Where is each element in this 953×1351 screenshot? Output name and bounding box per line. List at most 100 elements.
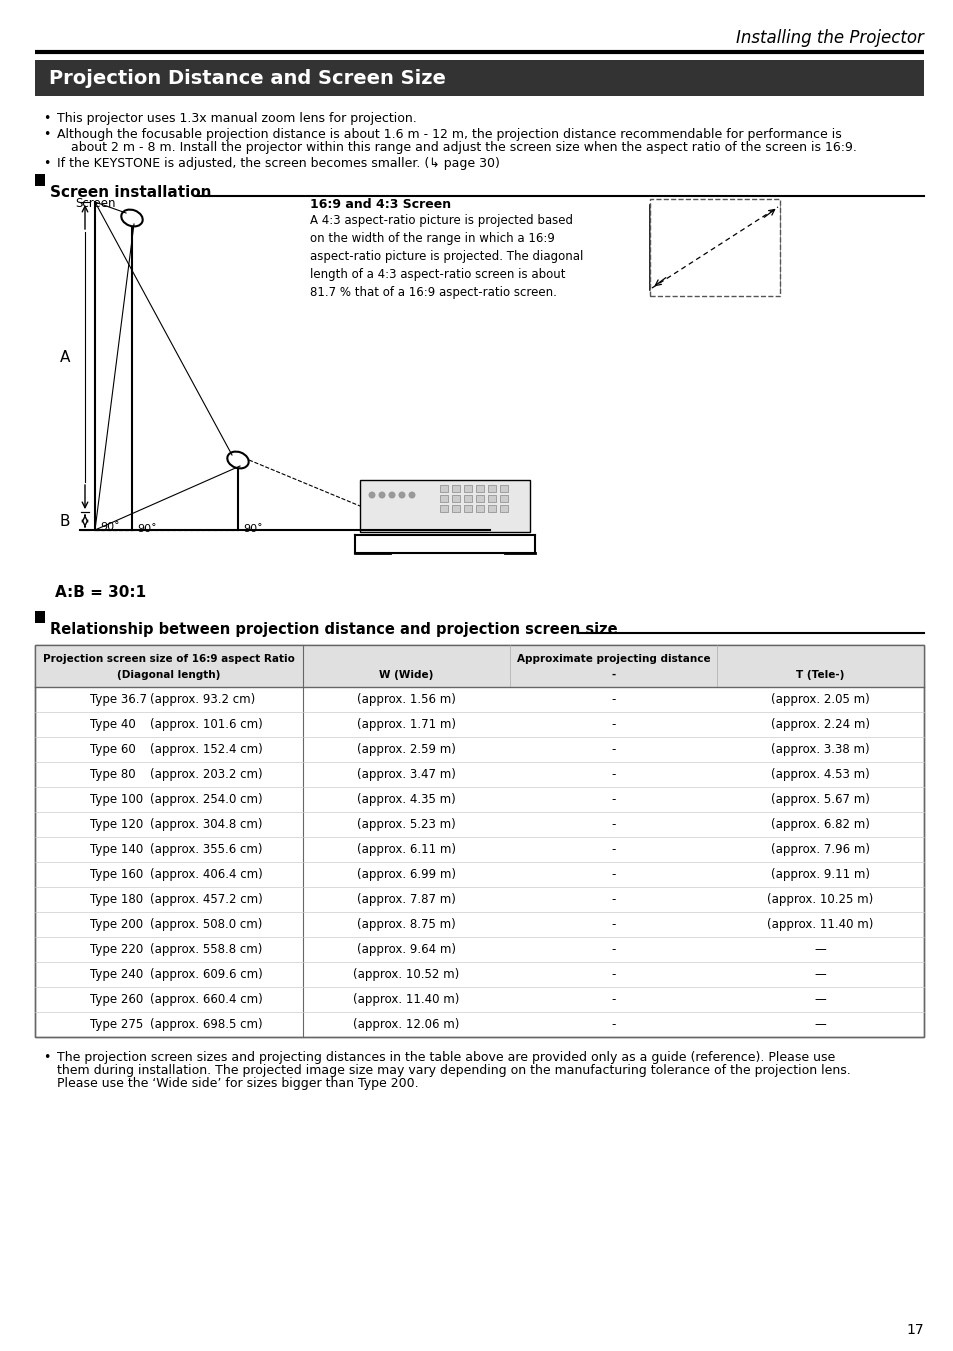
Text: 16:9 and 4:3 Screen: 16:9 and 4:3 Screen xyxy=(310,199,451,211)
Bar xyxy=(649,205,780,290)
Text: (approx. 12.06 m): (approx. 12.06 m) xyxy=(353,1019,459,1031)
Text: Type 200: Type 200 xyxy=(90,917,143,931)
Text: 90˚: 90˚ xyxy=(243,524,262,534)
Text: about 2 m - 8 m. Install the projector within this range and adjust the screen s: about 2 m - 8 m. Install the projector w… xyxy=(71,141,856,154)
Text: 17: 17 xyxy=(905,1323,923,1337)
Text: Type 60: Type 60 xyxy=(90,743,135,757)
Text: (approx. 5.23 m): (approx. 5.23 m) xyxy=(356,817,456,831)
Text: (approx. 558.8 cm): (approx. 558.8 cm) xyxy=(150,943,262,957)
Text: -: - xyxy=(611,843,615,857)
Text: -: - xyxy=(611,793,615,807)
Text: -: - xyxy=(611,969,615,981)
Text: A:B = 30:1: A:B = 30:1 xyxy=(55,585,146,600)
Text: (approx. 3.38 m): (approx. 3.38 m) xyxy=(770,743,869,757)
Text: (approx. 457.2 cm): (approx. 457.2 cm) xyxy=(150,893,262,907)
Text: —: — xyxy=(814,993,825,1006)
Bar xyxy=(35,644,923,688)
Text: (approx. 4.53 m): (approx. 4.53 m) xyxy=(770,767,869,781)
Bar xyxy=(35,644,923,1038)
Text: (approx. 4.35 m): (approx. 4.35 m) xyxy=(356,793,456,807)
Text: A 4:3 aspect-ratio picture is projected based
on the width of the range in which: A 4:3 aspect-ratio picture is projected … xyxy=(310,213,583,299)
Text: This projector uses 1.3x manual zoom lens for projection.: This projector uses 1.3x manual zoom len… xyxy=(57,112,416,126)
Text: Type 100: Type 100 xyxy=(90,793,143,807)
Text: (approx. 355.6 cm): (approx. 355.6 cm) xyxy=(150,843,262,857)
Bar xyxy=(476,485,483,492)
Bar xyxy=(488,485,496,492)
Text: Type 240: Type 240 xyxy=(90,969,143,981)
Text: (Diagonal length): (Diagonal length) xyxy=(117,670,220,680)
Text: -: - xyxy=(611,693,615,707)
Text: -: - xyxy=(611,743,615,757)
Text: Type 36.7: Type 36.7 xyxy=(90,693,147,707)
Text: -: - xyxy=(611,717,615,731)
Text: Relationship between projection distance and projection screen size: Relationship between projection distance… xyxy=(50,621,617,638)
Text: Installing the Projector: Installing the Projector xyxy=(736,28,923,47)
Bar xyxy=(439,485,448,492)
Text: —: — xyxy=(814,969,825,981)
Text: (approx. 9.64 m): (approx. 9.64 m) xyxy=(356,943,456,957)
Text: (approx. 6.99 m): (approx. 6.99 m) xyxy=(356,867,456,881)
Text: A: A xyxy=(60,350,71,365)
Text: Although the focusable projection distance is about 1.6 m - 12 m, the projection: Although the focusable projection distan… xyxy=(57,128,841,141)
Text: Type 140: Type 140 xyxy=(90,843,143,857)
Text: (approx. 254.0 cm): (approx. 254.0 cm) xyxy=(150,793,262,807)
Text: Type 260: Type 260 xyxy=(90,993,143,1006)
Text: Type 275: Type 275 xyxy=(90,1019,143,1031)
Text: (approx. 152.4 cm): (approx. 152.4 cm) xyxy=(150,743,262,757)
Text: (approx. 2.59 m): (approx. 2.59 m) xyxy=(356,743,456,757)
Bar xyxy=(488,494,496,503)
Text: W (Wide): W (Wide) xyxy=(379,670,434,680)
Text: (approx. 406.4 cm): (approx. 406.4 cm) xyxy=(150,867,262,881)
Text: (approx. 10.25 m): (approx. 10.25 m) xyxy=(766,893,873,907)
Text: (approx. 10.52 m): (approx. 10.52 m) xyxy=(353,969,459,981)
Circle shape xyxy=(378,492,385,499)
Text: T (Tele-): T (Tele-) xyxy=(796,670,843,680)
Text: (approx. 508.0 cm): (approx. 508.0 cm) xyxy=(150,917,262,931)
FancyBboxPatch shape xyxy=(359,480,530,532)
Bar xyxy=(439,505,448,512)
Text: The projection screen sizes and projecting distances in the table above are prov: The projection screen sizes and projecti… xyxy=(57,1051,835,1065)
Text: (approx. 698.5 cm): (approx. 698.5 cm) xyxy=(150,1019,262,1031)
Text: (approx. 2.24 m): (approx. 2.24 m) xyxy=(770,717,869,731)
Text: Type 120: Type 120 xyxy=(90,817,143,831)
Text: (approx. 11.40 m): (approx. 11.40 m) xyxy=(766,917,873,931)
Text: Projection Distance and Screen Size: Projection Distance and Screen Size xyxy=(49,69,445,89)
Bar xyxy=(35,644,923,1038)
Text: Approximate projecting distance: Approximate projecting distance xyxy=(517,654,710,663)
Text: -: - xyxy=(611,893,615,907)
Text: -: - xyxy=(611,1019,615,1031)
Text: (approx. 93.2 cm): (approx. 93.2 cm) xyxy=(150,693,255,707)
Circle shape xyxy=(388,492,395,499)
Bar xyxy=(463,485,472,492)
Circle shape xyxy=(408,492,416,499)
Text: -: - xyxy=(611,943,615,957)
Bar xyxy=(35,174,45,186)
Text: -: - xyxy=(611,867,615,881)
Text: (approx. 2.05 m): (approx. 2.05 m) xyxy=(770,693,869,707)
Text: (approx. 101.6 cm): (approx. 101.6 cm) xyxy=(150,717,262,731)
Bar xyxy=(488,505,496,512)
Bar xyxy=(35,59,923,96)
Text: Please use the ‘Wide side’ for sizes bigger than Type 200.: Please use the ‘Wide side’ for sizes big… xyxy=(57,1077,418,1090)
Text: -: - xyxy=(611,817,615,831)
Bar xyxy=(463,505,472,512)
Text: (approx. 5.67 m): (approx. 5.67 m) xyxy=(770,793,869,807)
Text: (approx. 6.82 m): (approx. 6.82 m) xyxy=(770,817,869,831)
Text: B: B xyxy=(60,513,71,528)
Circle shape xyxy=(398,492,405,499)
Text: (approx. 7.87 m): (approx. 7.87 m) xyxy=(356,893,456,907)
Text: (approx. 11.40 m): (approx. 11.40 m) xyxy=(353,993,459,1006)
Text: Type 80: Type 80 xyxy=(90,767,135,781)
Text: 90˚: 90˚ xyxy=(137,524,156,534)
Text: —: — xyxy=(814,1019,825,1031)
Text: (approx. 7.96 m): (approx. 7.96 m) xyxy=(770,843,869,857)
Text: •: • xyxy=(43,157,51,170)
Text: (approx. 1.56 m): (approx. 1.56 m) xyxy=(356,693,456,707)
Bar xyxy=(463,494,472,503)
Bar xyxy=(35,611,45,623)
Text: (approx. 8.75 m): (approx. 8.75 m) xyxy=(356,917,456,931)
Text: (approx. 203.2 cm): (approx. 203.2 cm) xyxy=(150,767,262,781)
Bar xyxy=(499,485,507,492)
Text: them during installation. The projected image size may vary depending on the man: them during installation. The projected … xyxy=(57,1065,850,1077)
Bar xyxy=(476,505,483,512)
